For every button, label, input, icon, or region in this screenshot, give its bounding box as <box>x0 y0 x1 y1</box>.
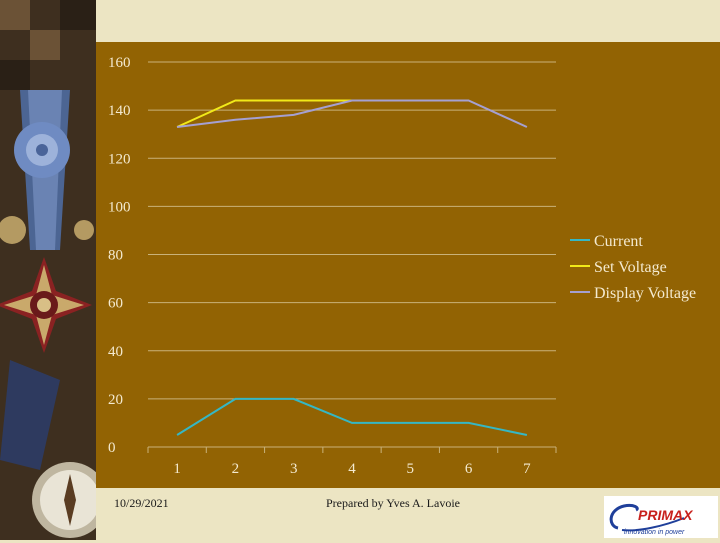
x-tick-label: 7 <box>523 461 531 477</box>
logo-brand: PRIMAX <box>638 507 694 523</box>
y-tick-label: 20 <box>108 392 123 408</box>
y-tick-label: 0 <box>108 440 116 456</box>
y-tick-label: 120 <box>108 151 131 167</box>
logo-tagline: innovation in power <box>624 529 685 536</box>
x-tick-label: 3 <box>290 461 298 477</box>
line-chart: 0 20 40 60 80 100 120 140 160 1 2 3 4 5 6 7 Current Set… <box>96 42 720 488</box>
y-tick-label: 80 <box>108 248 123 264</box>
x-tick-label: 6 <box>465 461 473 477</box>
slide-header-band <box>96 0 720 42</box>
y-tick-label: 40 <box>108 344 123 360</box>
legend-label: Display Voltage <box>594 285 696 302</box>
x-tick-label: 4 <box>348 461 356 477</box>
y-tick-label: 160 <box>108 55 131 71</box>
footer-author: Prepared by Yves A. Lavoie <box>326 496 460 511</box>
legend-label: Current <box>594 233 643 250</box>
y-tick-label: 100 <box>108 199 131 215</box>
legend-label: Set Voltage <box>594 259 667 276</box>
y-tick-label: 140 <box>108 103 131 119</box>
y-tick-label: 60 <box>108 296 123 312</box>
x-tick-label: 5 <box>407 461 415 477</box>
x-tick-label: 2 <box>232 461 240 477</box>
x-tick-label: 1 <box>173 461 181 477</box>
logo-graphic: PRIMAX innovation in power <box>604 496 718 538</box>
footer-date: 10/29/2021 <box>114 496 169 511</box>
medals-illustration <box>0 0 96 540</box>
decorative-medals-photo <box>0 0 96 540</box>
primax-logo: PRIMAX innovation in power <box>604 496 718 538</box>
